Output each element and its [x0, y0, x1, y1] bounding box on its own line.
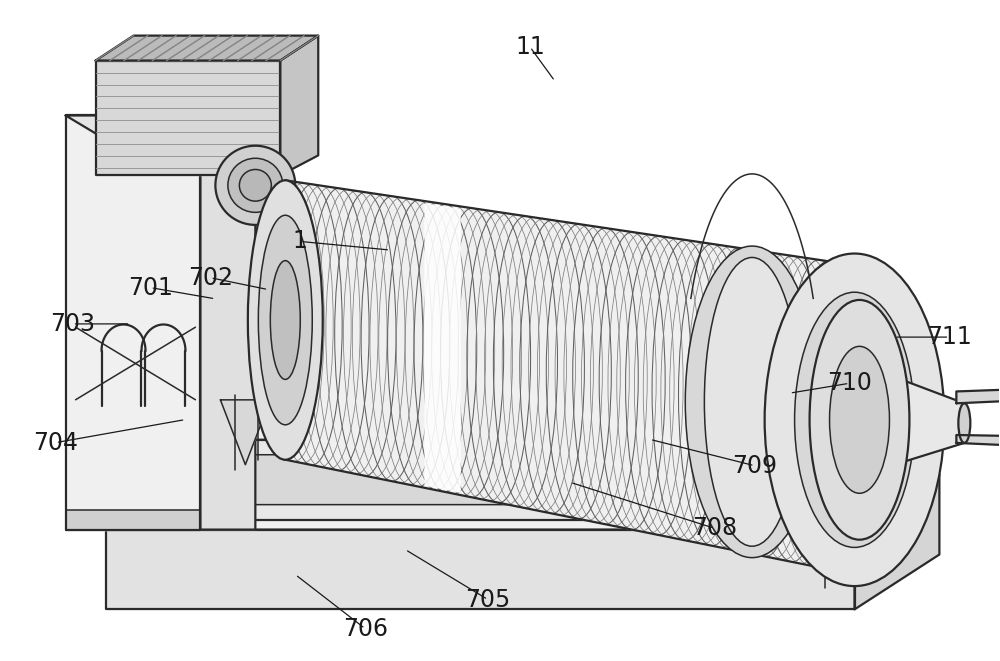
- Polygon shape: [200, 116, 255, 529]
- Polygon shape: [66, 116, 255, 148]
- Ellipse shape: [239, 169, 271, 201]
- Text: 706: 706: [343, 617, 388, 641]
- Text: 701: 701: [128, 276, 173, 299]
- Ellipse shape: [795, 292, 914, 547]
- Ellipse shape: [810, 300, 909, 539]
- Ellipse shape: [685, 246, 819, 558]
- Polygon shape: [425, 204, 460, 492]
- Polygon shape: [822, 456, 860, 481]
- Polygon shape: [840, 390, 917, 520]
- Ellipse shape: [830, 346, 889, 493]
- Polygon shape: [155, 455, 904, 504]
- Polygon shape: [280, 36, 318, 175]
- Text: 11: 11: [515, 35, 545, 59]
- Text: 708: 708: [692, 516, 737, 541]
- Polygon shape: [855, 475, 939, 609]
- Polygon shape: [96, 36, 318, 61]
- Polygon shape: [131, 440, 840, 520]
- Ellipse shape: [228, 158, 283, 212]
- Ellipse shape: [704, 258, 800, 546]
- Polygon shape: [96, 61, 280, 175]
- Text: 710: 710: [827, 371, 872, 395]
- Polygon shape: [956, 435, 1000, 446]
- Text: 1: 1: [293, 229, 308, 253]
- Text: 705: 705: [465, 588, 511, 611]
- Polygon shape: [131, 390, 208, 520]
- Polygon shape: [131, 390, 917, 440]
- Polygon shape: [106, 529, 855, 609]
- Polygon shape: [106, 475, 939, 529]
- Ellipse shape: [270, 260, 300, 379]
- Ellipse shape: [258, 215, 312, 425]
- Polygon shape: [66, 510, 200, 529]
- Ellipse shape: [958, 403, 970, 443]
- Text: 704: 704: [33, 430, 78, 455]
- Ellipse shape: [215, 145, 295, 225]
- Text: 702: 702: [188, 266, 233, 290]
- Text: 709: 709: [732, 453, 777, 478]
- Polygon shape: [864, 366, 964, 474]
- Polygon shape: [285, 180, 855, 574]
- Ellipse shape: [248, 180, 323, 460]
- Text: 703: 703: [50, 312, 95, 336]
- Polygon shape: [956, 389, 1000, 403]
- Text: 711: 711: [927, 325, 972, 349]
- Ellipse shape: [765, 254, 944, 586]
- Polygon shape: [66, 116, 200, 529]
- Polygon shape: [220, 400, 270, 465]
- Ellipse shape: [825, 358, 884, 482]
